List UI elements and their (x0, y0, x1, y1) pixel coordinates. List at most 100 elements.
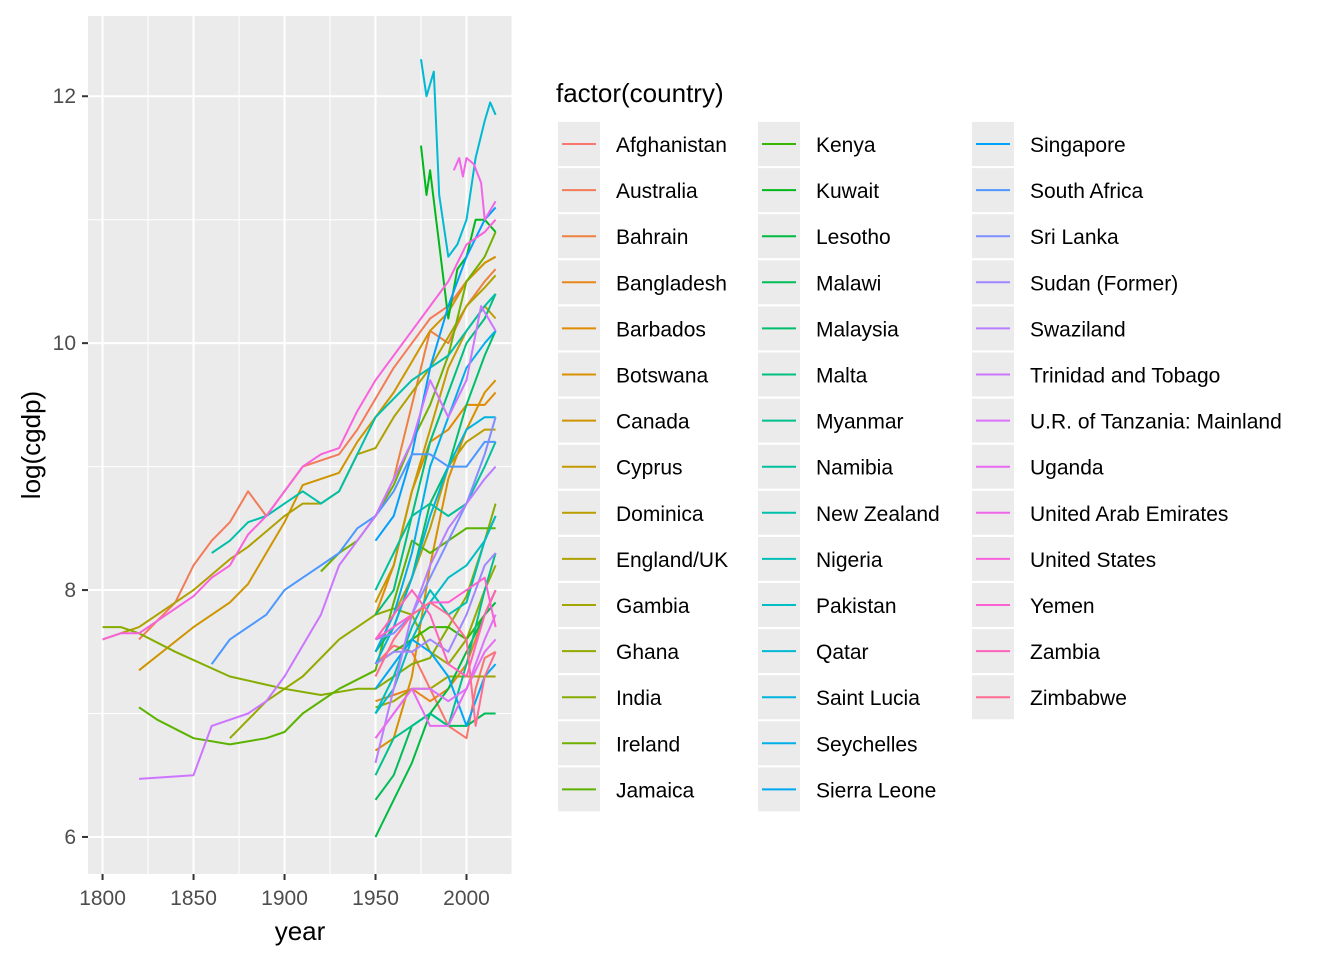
legend-item: Ghana (558, 629, 679, 674)
y-tick-label: 6 (64, 826, 76, 849)
legend-item: Gambia (558, 583, 690, 627)
legend-item: Malawi (758, 260, 881, 305)
legend-label: Seychelles (816, 733, 918, 756)
series-line (374, 379, 497, 752)
legend-item: Yemen (972, 583, 1095, 627)
series-line (452, 157, 497, 221)
legend-label: Gambia (616, 595, 690, 618)
series-line (102, 219, 497, 641)
y-tick-label: 8 (64, 579, 76, 602)
legend-item: United Arab Emirates (972, 490, 1228, 535)
series-line (374, 576, 497, 641)
legend-item: New Zealand (758, 490, 940, 535)
legend-item: Sierra Leone (758, 767, 936, 812)
x-axis-title: year (275, 916, 326, 946)
legend-label: Kenya (816, 134, 876, 157)
legend-label: United Arab Emirates (1030, 503, 1228, 526)
legend-label: Myanmar (816, 411, 904, 434)
legend-label: Botswana (616, 365, 709, 388)
plot-panel (88, 16, 512, 874)
legend-item: Pakistan (758, 583, 897, 627)
series-line (374, 601, 497, 727)
legend-label: Lesotho (816, 226, 891, 249)
x-tick-label: 1800 (79, 887, 126, 910)
legend-item: Trinidad and Tobago (972, 352, 1220, 397)
minor-grid (88, 16, 513, 874)
legend-item: Myanmar (758, 398, 904, 443)
series-line (374, 206, 497, 542)
legend-item: Australia (558, 168, 698, 213)
series-line (374, 465, 497, 764)
x-tick-label: 2000 (443, 887, 490, 910)
legend-label: Uganda (1030, 457, 1104, 480)
x-tick-label: 1900 (261, 887, 308, 910)
legend-item: Kenya (758, 122, 876, 166)
legend-label: New Zealand (816, 503, 940, 526)
legend-label: Swaziland (1030, 318, 1126, 341)
series-line (374, 601, 497, 838)
series-line (374, 428, 496, 653)
legend-item: Barbados (558, 306, 706, 351)
legend: factor(country) Afghanistan Australia Bahr… (556, 78, 1282, 812)
legend-item: Botswana (558, 352, 709, 397)
legend-label: Zambia (1030, 641, 1100, 664)
legend-item: Uganda (972, 444, 1104, 489)
legend-label: Malawi (816, 272, 881, 295)
legend-label: Sri Lanka (1030, 226, 1119, 249)
legend-label: Ireland (616, 733, 680, 756)
legend-item: Canada (558, 398, 690, 443)
legend-label: Canada (616, 411, 690, 434)
legend-item: Kuwait (758, 168, 879, 213)
legend-label: Singapore (1030, 134, 1126, 157)
series-line (375, 416, 497, 641)
series-line (229, 564, 497, 739)
major-grid (88, 16, 512, 874)
legend-label: Bangladesh (616, 272, 727, 295)
legend-item: Seychelles (758, 721, 918, 766)
legend-label: Yemen (1030, 595, 1095, 618)
legend-label: Jamaica (616, 779, 695, 802)
legend-label: Bahrain (616, 226, 688, 249)
y-axis-title: log(cgdp) (16, 391, 46, 499)
legend-label: Barbados (616, 318, 706, 341)
x-axis: 1800 1850 1900 1950 2000 (79, 874, 490, 910)
series-line (138, 527, 496, 746)
legend-item: Lesotho (758, 214, 891, 259)
series-line (374, 293, 497, 616)
legend-item: Cyprus (558, 444, 683, 489)
legend-item: India (558, 675, 662, 720)
legend-label: U.R. of Tanzania: Mainland (1030, 411, 1282, 434)
series-line (420, 59, 497, 258)
legend-item: Bangladesh (558, 260, 727, 305)
series-line (374, 416, 496, 665)
y-tick-label: 10 (53, 332, 76, 355)
legend-label: Pakistan (816, 595, 897, 618)
legend-label: Trinidad and Tobago (1030, 365, 1220, 388)
series-line (374, 552, 497, 665)
series-line (374, 330, 497, 653)
legend-label: Namibia (816, 457, 893, 480)
legend-label: Sudan (Former) (1030, 272, 1178, 295)
legend-item: Zimbabwe (972, 675, 1127, 720)
x-tick-label: 1950 (352, 887, 399, 910)
legend-item: Nigeria (758, 536, 883, 581)
legend-label: Australia (616, 180, 698, 203)
legend-item: Ireland (558, 721, 680, 766)
legend-item: Singapore (972, 122, 1126, 166)
legend-label: Sierra Leone (816, 779, 936, 802)
legend-item: England/UK (558, 536, 728, 581)
y-axis: 6 8 10 12 (53, 85, 88, 849)
legend-item: Malta (758, 352, 868, 397)
legend-item: Namibia (758, 444, 893, 489)
legend-item: Saint Lucia (758, 675, 920, 720)
legend-item: Dominica (558, 490, 704, 535)
legend-label: South Africa (1030, 180, 1144, 203)
series-line (374, 638, 497, 739)
legend-label: Nigeria (816, 549, 883, 572)
series-line (374, 589, 497, 678)
legend-item: United States (972, 536, 1156, 581)
series-line (374, 638, 497, 727)
series-line (102, 503, 497, 696)
legend-item: Swaziland (972, 306, 1126, 351)
legend-keys: Afghanistan Australia Bahrain Bangladesh Bar… (558, 122, 1282, 812)
